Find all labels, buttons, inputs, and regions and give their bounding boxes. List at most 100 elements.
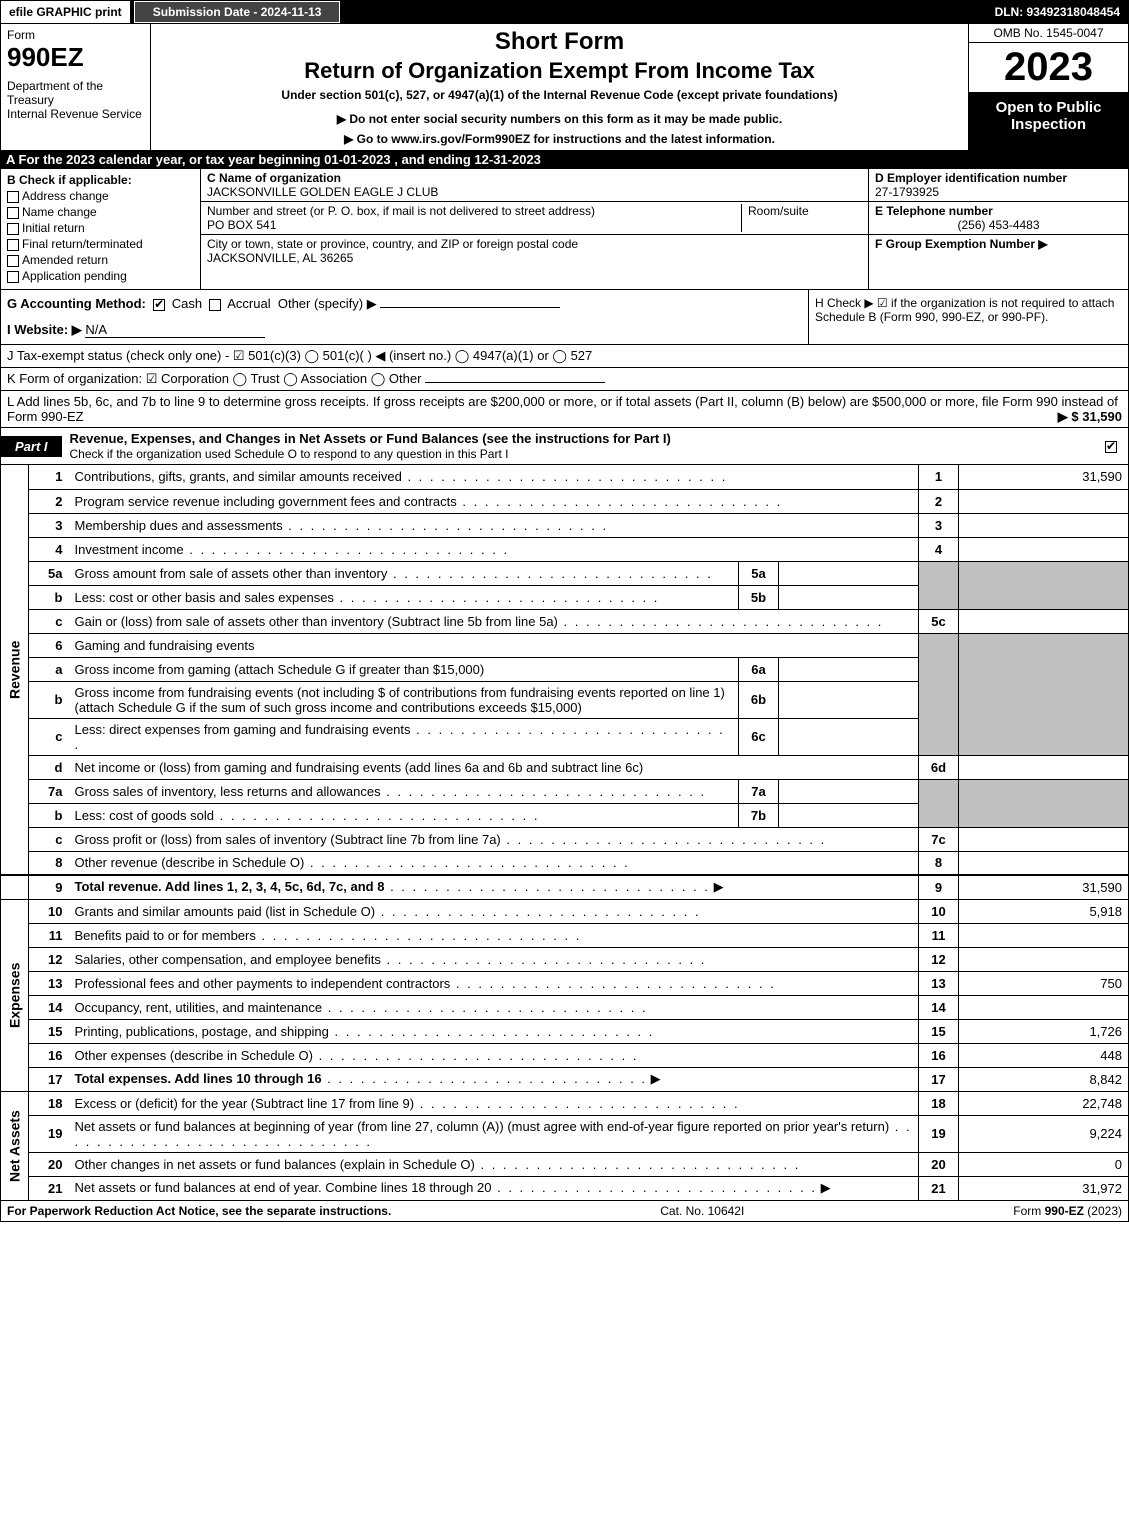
- line-21-val: 31,972: [959, 1176, 1129, 1200]
- chk-cash[interactable]: [153, 299, 165, 311]
- section-c: C Name of organization JACKSONVILLE GOLD…: [201, 169, 868, 289]
- line-18-desc: Excess or (deficit) for the year (Subtra…: [69, 1091, 919, 1115]
- line-13-col: 13: [919, 971, 959, 995]
- line-7b-num: b: [29, 803, 69, 827]
- line-6-greyval: [959, 633, 1129, 755]
- line-6a-subval: [779, 657, 919, 681]
- line-13-val: 750: [959, 971, 1129, 995]
- website-value: N/A: [85, 322, 265, 338]
- line-16-desc: Other expenses (describe in Schedule O): [69, 1043, 919, 1067]
- tel-label: E Telephone number: [875, 204, 993, 218]
- chk-initial-return[interactable]: Initial return: [7, 221, 194, 235]
- line-6c-desc: Less: direct expenses from gaming and fu…: [69, 718, 739, 755]
- part1-sub: Check if the organization used Schedule …: [70, 447, 509, 461]
- row-a: A For the 2023 calendar year, or tax yea…: [0, 150, 1129, 169]
- line-5b-num: b: [29, 585, 69, 609]
- line-17-col: 17: [919, 1067, 959, 1091]
- line-2-col: 2: [919, 489, 959, 513]
- form-title: Return of Organization Exempt From Incom…: [157, 58, 962, 84]
- line-20-val: 0: [959, 1152, 1129, 1176]
- line-7a-desc: Gross sales of inventory, less returns a…: [69, 779, 739, 803]
- footer-mid: Cat. No. 10642I: [660, 1204, 744, 1218]
- g-other-input[interactable]: [380, 307, 560, 308]
- line-6-desc: Gaming and fundraising events: [69, 633, 919, 657]
- short-form-title: Short Form: [157, 28, 962, 56]
- line-13-num: 13: [29, 971, 69, 995]
- department-label: Department of the Treasury Internal Reve…: [7, 79, 144, 121]
- line-11-desc: Benefits paid to or for members: [69, 923, 919, 947]
- line-7ab-greyval: [959, 779, 1129, 827]
- line-1-num: 1: [29, 465, 69, 489]
- chk-application-pending[interactable]: Application pending: [7, 269, 194, 283]
- line-6-grey: [919, 633, 959, 755]
- line-10-desc: Grants and similar amounts paid (list in…: [69, 899, 919, 923]
- line-1-col: 1: [919, 465, 959, 489]
- line-2-val: [959, 489, 1129, 513]
- side-revenue: Revenue: [1, 465, 29, 875]
- line-5c-col: 5c: [919, 609, 959, 633]
- chk-address-change[interactable]: Address change: [7, 189, 194, 203]
- line-9-val: 31,590: [959, 875, 1129, 899]
- line-7c-col: 7c: [919, 827, 959, 851]
- chk-name-change[interactable]: Name change: [7, 205, 194, 219]
- row-j: J Tax-exempt status (check only one) - ☑…: [0, 345, 1129, 368]
- line-21-col: 21: [919, 1176, 959, 1200]
- part1-schedule-o-check[interactable]: [1097, 436, 1128, 457]
- row-k: K Form of organization: ☑ Corporation ◯ …: [0, 368, 1129, 391]
- line-6b-num: b: [29, 681, 69, 718]
- ein-cell: D Employer identification number 27-1793…: [869, 169, 1128, 202]
- line-6b-subval: [779, 681, 919, 718]
- street-value: PO BOX 541: [207, 218, 276, 232]
- line-6d-num: d: [29, 755, 69, 779]
- org-name-label: C Name of organization: [207, 171, 341, 185]
- line-9-desc: Total revenue. Add lines 1, 2, 3, 4, 5c,…: [69, 875, 919, 899]
- g-other: Other (specify) ▶: [278, 296, 377, 311]
- line-9-col: 9: [919, 875, 959, 899]
- line-7c-num: c: [29, 827, 69, 851]
- line-20-col: 20: [919, 1152, 959, 1176]
- line-19-desc: Net assets or fund balances at beginning…: [69, 1115, 919, 1152]
- city-label: City or town, state or province, country…: [207, 237, 578, 251]
- line-6c-sub: 6c: [739, 718, 779, 755]
- line-5a-desc: Gross amount from sale of assets other t…: [69, 561, 739, 585]
- line-12-val: [959, 947, 1129, 971]
- chk-final-return[interactable]: Final return/terminated: [7, 237, 194, 251]
- line-6c-subval: [779, 718, 919, 755]
- line-17-num: 17: [29, 1067, 69, 1091]
- tel-cell: E Telephone number (256) 453-4483: [869, 202, 1128, 235]
- line-10-num: 10: [29, 899, 69, 923]
- group-exemption-cell: F Group Exemption Number ▶: [869, 235, 1128, 289]
- line-12-desc: Salaries, other compensation, and employ…: [69, 947, 919, 971]
- ein-value: 27-1793925: [875, 185, 939, 199]
- line-12-col: 12: [919, 947, 959, 971]
- line-1-desc: Contributions, gifts, grants, and simila…: [69, 465, 919, 489]
- section-h: H Check ▶ ☑ if the organization is not r…: [808, 290, 1128, 344]
- line-6-num: 6: [29, 633, 69, 657]
- line-3-col: 3: [919, 513, 959, 537]
- line-19-col: 19: [919, 1115, 959, 1152]
- line-18-num: 18: [29, 1091, 69, 1115]
- chk-amended-return[interactable]: Amended return: [7, 253, 194, 267]
- line-5ab-grey: [919, 561, 959, 609]
- line-21-desc: Net assets or fund balances at end of ye…: [69, 1176, 919, 1200]
- line-4-desc: Investment income: [69, 537, 919, 561]
- k-other-input[interactable]: [425, 382, 605, 383]
- line-6b-desc: Gross income from fundraising events (no…: [69, 681, 739, 718]
- line-3-val: [959, 513, 1129, 537]
- header-center: Short Form Return of Organization Exempt…: [151, 24, 968, 150]
- line-20-desc: Other changes in net assets or fund bala…: [69, 1152, 919, 1176]
- line-18-val: 22,748: [959, 1091, 1129, 1115]
- chk-accrual[interactable]: [209, 299, 221, 311]
- efile-label: efile GRAPHIC print: [1, 1, 130, 23]
- top-bar: efile GRAPHIC print Submission Date - 20…: [0, 0, 1129, 24]
- line-8-num: 8: [29, 851, 69, 875]
- line-4-col: 4: [919, 537, 959, 561]
- under-section-label: Under section 501(c), 527, or 4947(a)(1)…: [157, 88, 962, 102]
- line-14-col: 14: [919, 995, 959, 1019]
- line-15-desc: Printing, publications, postage, and shi…: [69, 1019, 919, 1043]
- part1-title: Revenue, Expenses, and Changes in Net As…: [62, 428, 1097, 464]
- line-6c-num: c: [29, 718, 69, 755]
- row-l: L Add lines 5b, 6c, and 7b to line 9 to …: [0, 391, 1129, 428]
- org-name-cell: C Name of organization JACKSONVILLE GOLD…: [201, 169, 868, 202]
- line-5b-desc: Less: cost or other basis and sales expe…: [69, 585, 739, 609]
